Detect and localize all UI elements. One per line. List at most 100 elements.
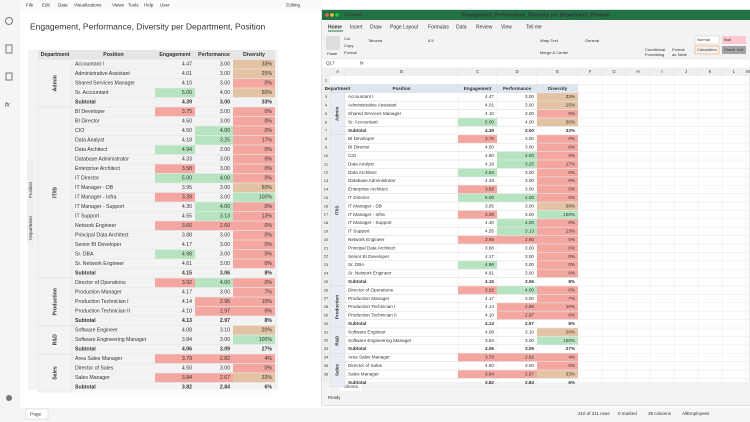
conditional-fill	[497, 370, 537, 379]
value-cell: 3.00	[220, 147, 230, 153]
position-cell: Production Technician II	[348, 313, 397, 318]
value-cell: 4.17	[182, 290, 192, 296]
value-cell: 4.61	[182, 261, 192, 267]
conditional-fill	[233, 69, 275, 79]
filter-tabs[interactable]	[27, 160, 34, 245]
value-cell: 2.60	[220, 223, 230, 229]
menu-item[interactable]: Views	[112, 3, 125, 8]
menu-item[interactable]: Edit	[42, 3, 51, 8]
conditional-fill	[233, 135, 275, 145]
value-cell: 4.00	[220, 204, 230, 210]
position-cell: Enterprise Architect	[348, 187, 389, 192]
add-icon[interactable]	[5, 17, 13, 25]
ribbon-item[interactable]: Conditional	[645, 47, 665, 52]
editing-mode[interactable]: Editing	[286, 3, 300, 8]
menu-item[interactable]: Help	[144, 3, 154, 8]
ribbon-item[interactable]: Format	[672, 47, 686, 52]
style-normal[interactable]	[694, 35, 720, 45]
ribbon-item[interactable]: Bad	[724, 37, 731, 42]
ribbon-item[interactable]: General	[585, 38, 599, 43]
column-heading: Department	[41, 52, 70, 58]
value-cell: 3.58	[182, 166, 192, 172]
ribbon-item[interactable]: Formatting	[645, 52, 664, 57]
data-icon[interactable]	[5, 44, 13, 54]
conditional-fill	[537, 118, 578, 127]
share-icon[interactable]	[6, 395, 12, 401]
ribbon-tab[interactable]: Home	[328, 24, 342, 30]
menu-item[interactable]: Tools	[128, 3, 139, 8]
conditional-fill	[537, 101, 578, 110]
fx-label: fx	[360, 61, 364, 66]
ribbon-item[interactable]: Calculation	[697, 47, 717, 52]
value-cell: 4.14	[485, 304, 494, 309]
position-cell: Subtotal	[75, 385, 96, 391]
ribbon-item[interactable]: Format	[344, 50, 358, 55]
menu-item[interactable]: Data	[58, 3, 68, 8]
ribbon-item[interactable]: Normal	[697, 37, 710, 42]
style-bad[interactable]	[722, 36, 746, 44]
ribbon-item[interactable]: Copy	[344, 43, 353, 48]
page-tab[interactable]	[25, 408, 49, 420]
value-cell: 4.00	[525, 287, 534, 292]
value-cell: 4.30	[485, 220, 494, 225]
ribbon-item[interactable]: Paste	[327, 51, 338, 56]
value-cell: 0%	[265, 128, 273, 134]
chart-icon[interactable]	[5, 72, 13, 81]
value-cell: 17%	[566, 161, 575, 166]
ribbon-item[interactable]: Wrap Text	[540, 38, 559, 43]
style-check-cell[interactable]	[722, 46, 746, 54]
conditional-fill	[497, 151, 537, 160]
ribbon-tab[interactable]: Tell me	[526, 24, 542, 30]
conditional-fill	[458, 235, 497, 244]
ribbon-item[interactable]: as Table	[672, 52, 688, 57]
value-cell: 3.00	[525, 338, 534, 343]
style-calculation[interactable]	[694, 45, 720, 55]
row-header: 20	[324, 237, 329, 242]
value-cell: 3.39	[485, 212, 494, 217]
minimize-button[interactable]	[330, 13, 334, 17]
value-cell: 3.84	[182, 337, 192, 343]
ribbon-item[interactable]: 8.5	[428, 38, 434, 43]
ribbon-item[interactable]: Check Cell	[724, 47, 743, 52]
close-button[interactable]	[325, 13, 329, 17]
row-header: 13	[324, 178, 329, 183]
value-cell: 6%	[265, 385, 273, 391]
row-header: 30	[324, 321, 329, 326]
position-cell: Network Engineer	[348, 237, 385, 242]
value-cell: 3.66	[485, 237, 494, 242]
ribbon-tab[interactable]: Draw	[370, 24, 382, 30]
menu-item[interactable]: File	[26, 3, 34, 8]
ribbon-tab[interactable]: Formulas	[428, 24, 449, 30]
value-cell: 3.00	[525, 111, 534, 116]
conditional-fill	[155, 192, 195, 202]
ribbon-item[interactable]: Tahoma	[368, 38, 383, 43]
ribbon-tab[interactable]: Page Layout	[390, 24, 419, 30]
position-cell: BI Developer	[348, 136, 375, 141]
ribbon-item[interactable]: Cut	[344, 36, 351, 41]
menu-item[interactable]: Visualizations	[74, 3, 102, 8]
value-cell: 0%	[568, 262, 575, 267]
ribbon-tab[interactable]: Review	[476, 24, 493, 30]
ribbon-tab[interactable]: Data	[456, 24, 467, 30]
value-cell: 8%	[568, 321, 575, 326]
zoom-button[interactable]	[335, 13, 339, 17]
page-tab-label[interactable]: Page	[30, 411, 42, 417]
side-tab[interactable]: Department	[28, 215, 33, 239]
position-cell: Area Sales Manager	[75, 356, 123, 362]
fx-icon[interactable]: fx	[5, 103, 11, 109]
ribbon-item[interactable]: Merge & Center	[540, 50, 569, 55]
position-cell: Subtotal	[348, 128, 366, 133]
menu-item[interactable]: User	[160, 3, 170, 8]
ribbon-tab[interactable]: Insert	[350, 24, 363, 30]
ribbon-tab[interactable]: View	[501, 24, 512, 30]
conditional-fill	[497, 311, 537, 320]
value-cell: 25%	[262, 71, 273, 77]
name-box[interactable]: Q17	[326, 61, 335, 66]
value-cell: 3.84	[485, 338, 494, 343]
formula-bar[interactable]	[321, 58, 750, 69]
value-cell: 3.00	[220, 119, 230, 125]
paste-icon[interactable]	[326, 36, 340, 50]
value-cell: 3.00	[525, 203, 534, 208]
sheet-tab[interactable]	[340, 382, 362, 391]
side-tab[interactable]: Position	[28, 182, 33, 199]
